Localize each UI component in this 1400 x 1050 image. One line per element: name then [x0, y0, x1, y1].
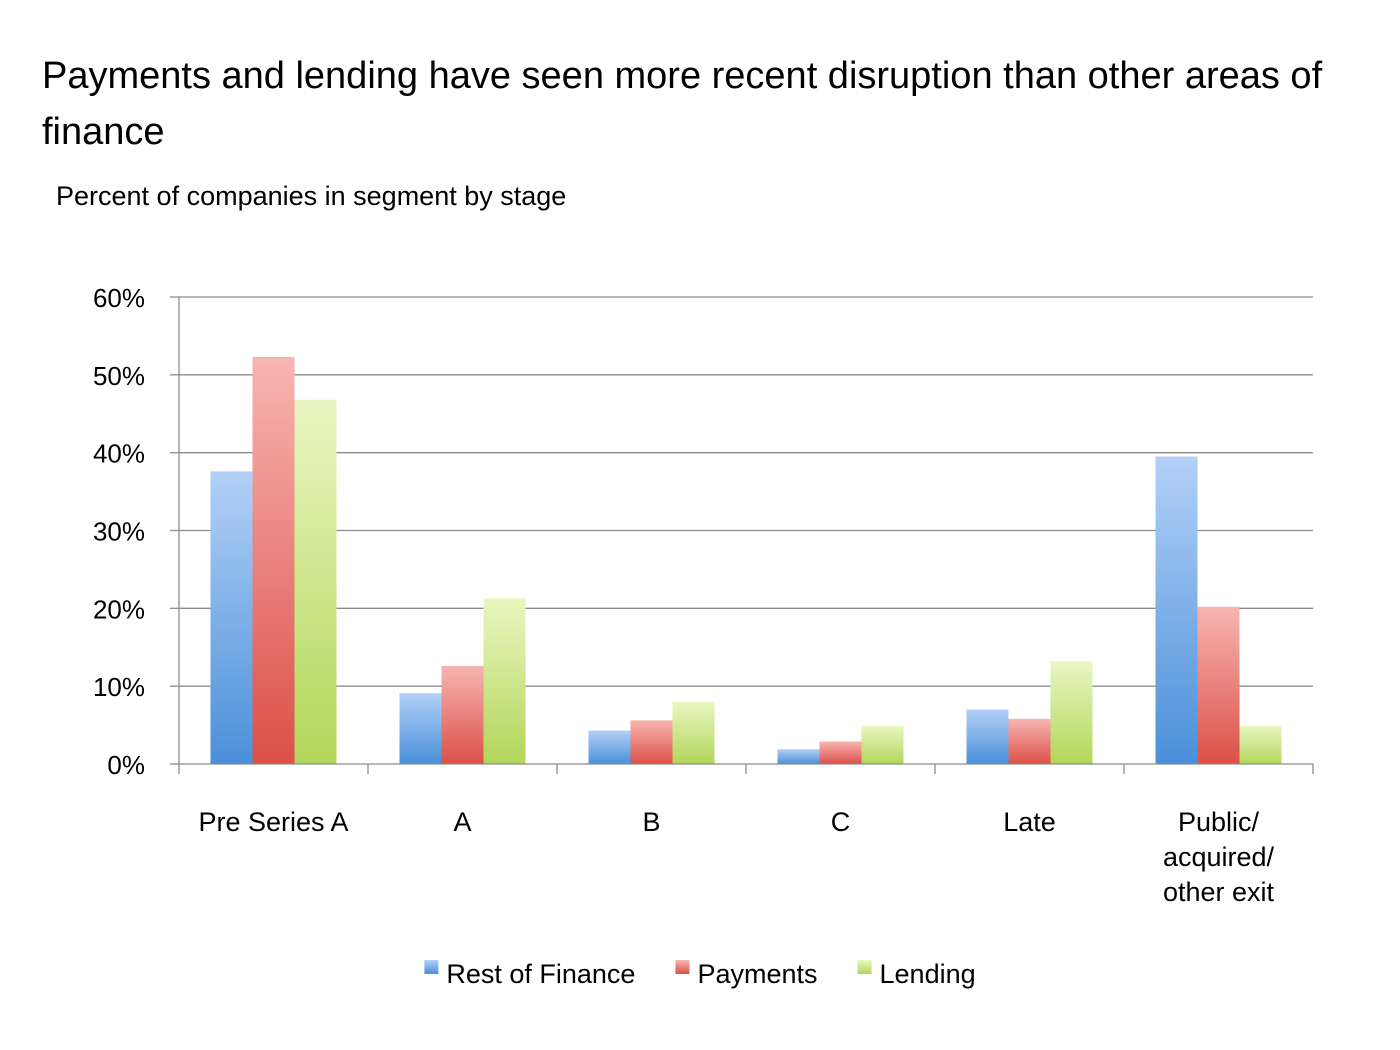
legend-swatch [857, 960, 872, 974]
bar-payments-1 [441, 665, 484, 764]
x-category-label: C [831, 807, 851, 837]
x-category-label: A [453, 807, 471, 837]
bar-rest-of-finance-0 [210, 471, 253, 764]
bar-lending-0 [294, 399, 337, 764]
legend-item-rest-of-finance: Rest of Finance [424, 959, 635, 989]
legend-item-lending: Lending [857, 959, 976, 989]
bar-rest-of-finance-5 [1155, 456, 1198, 764]
bars [210, 356, 1282, 764]
bar-lending-5 [1239, 725, 1282, 764]
y-tick-label: 30% [93, 517, 145, 547]
axis-labels: 0% 10% 20% 30% 40% 50% 60% Pre Series A A B C Late P… [93, 283, 1275, 907]
x-category-label: B [642, 807, 660, 837]
bar-lending-4 [1050, 661, 1093, 764]
grid-lines [179, 296, 1313, 687]
x-category-label: Late [1003, 807, 1056, 837]
x-category-label: Public/ [1178, 807, 1260, 837]
y-tick-label: 20% [93, 594, 145, 624]
bar-payments-0 [252, 356, 295, 764]
legend: Rest of Finance Payments Lending [424, 959, 976, 989]
bar-rest-of-finance-1 [399, 693, 442, 764]
legend-label: Lending [880, 959, 976, 989]
legend-label: Rest of Finance [446, 959, 635, 989]
bar-payments-3 [819, 741, 862, 764]
chart-subtitle: Percent of companies in segment by stage [56, 181, 567, 211]
bar-lending-1 [483, 598, 526, 764]
y-tick-label: 0% [107, 750, 145, 780]
bar-rest-of-finance-3 [777, 749, 820, 764]
bar-lending-2 [672, 701, 715, 764]
chart-title: Payments and lending have seen more rece… [42, 55, 1323, 153]
legend-swatch [424, 960, 439, 974]
bar-rest-of-finance-2 [588, 730, 631, 764]
legend-label: Payments [697, 959, 817, 989]
legend-item-payments: Payments [675, 959, 818, 989]
y-tick-label: 40% [93, 439, 145, 469]
bar-payments-5 [1197, 606, 1240, 764]
x-category-label: other exit [1163, 877, 1275, 907]
y-tick-label: 50% [93, 361, 145, 391]
legend-swatch [675, 960, 690, 974]
bar-lending-3 [861, 725, 904, 764]
y-tick-label: 60% [93, 283, 145, 313]
bar-rest-of-finance-4 [966, 709, 1009, 764]
axes [170, 296, 1314, 774]
x-category-label: Pre Series A [198, 807, 348, 837]
bar-payments-4 [1008, 718, 1051, 764]
bar-payments-2 [630, 720, 673, 764]
y-tick-label: 10% [93, 672, 145, 702]
x-category-label: acquired/ [1163, 842, 1275, 872]
